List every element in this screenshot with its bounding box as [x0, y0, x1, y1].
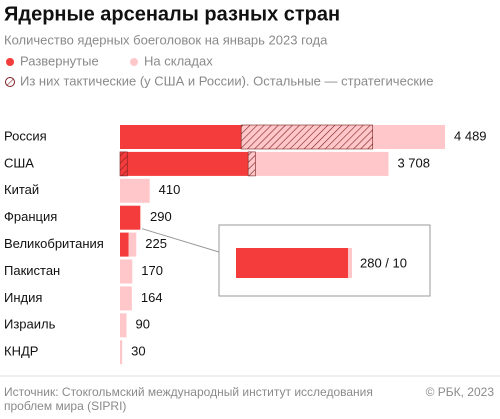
legend-label: На складах	[144, 53, 213, 68]
value-label: 290	[150, 209, 172, 224]
inset-label: 280 / 10	[360, 255, 407, 270]
bar-segment	[120, 178, 150, 203]
bar-segment	[128, 232, 137, 257]
bar-segment	[120, 125, 242, 149]
chart-title: Ядерные арсеналы разных стран	[4, 3, 340, 25]
legend-swatch	[6, 58, 14, 66]
source: Источник: Стокгольмский международный ин…	[4, 385, 373, 399]
bar-segment	[120, 205, 141, 230]
bar-segment	[120, 286, 132, 311]
bar-segment	[248, 151, 389, 176]
y-tick-label: Китай	[4, 182, 39, 197]
legend-swatch	[5, 77, 15, 87]
value-label: 4 489	[454, 128, 487, 143]
y-tick-label: США	[4, 155, 34, 170]
value-label: 170	[141, 263, 163, 278]
legend-label: Развернутые	[20, 53, 99, 68]
tactical-hatch	[240, 124, 373, 150]
tactical-hatch	[247, 151, 256, 177]
credit: © РБК, 2023	[426, 385, 495, 399]
inset-bar	[236, 248, 348, 278]
subtitle: Количество ядерных боеголовок на январь …	[4, 32, 328, 47]
value-label: 164	[141, 290, 163, 305]
source: проблем мира (SIPRI)	[4, 399, 126, 413]
bar-segment	[120, 151, 249, 176]
legend-label: Из них тактические (у США и России). Ост…	[20, 73, 434, 88]
y-tick-label: Великобритания	[4, 236, 104, 251]
connector	[141, 228, 220, 253]
bar-segment	[120, 232, 129, 257]
tactical-hatch	[119, 151, 128, 177]
y-tick-label: Израиль	[4, 317, 56, 332]
y-tick-label: Россия	[4, 128, 47, 143]
value-label: 410	[159, 182, 181, 197]
bar-segment	[140, 205, 141, 230]
y-tick-label: КНДР	[4, 344, 38, 359]
value-label: 30	[131, 344, 145, 359]
inset-bar	[348, 248, 352, 278]
value-label: 3 708	[397, 155, 430, 170]
y-tick-label: Индия	[4, 290, 42, 305]
bar-segment	[120, 259, 133, 284]
value-label: 90	[136, 317, 150, 332]
value-label: 225	[145, 236, 167, 251]
legend-swatch	[130, 58, 138, 66]
y-tick-label: Пакистан	[4, 263, 60, 278]
bar-segment	[120, 313, 127, 338]
bar-segment	[120, 340, 123, 365]
y-tick-label: Франция	[4, 209, 57, 224]
